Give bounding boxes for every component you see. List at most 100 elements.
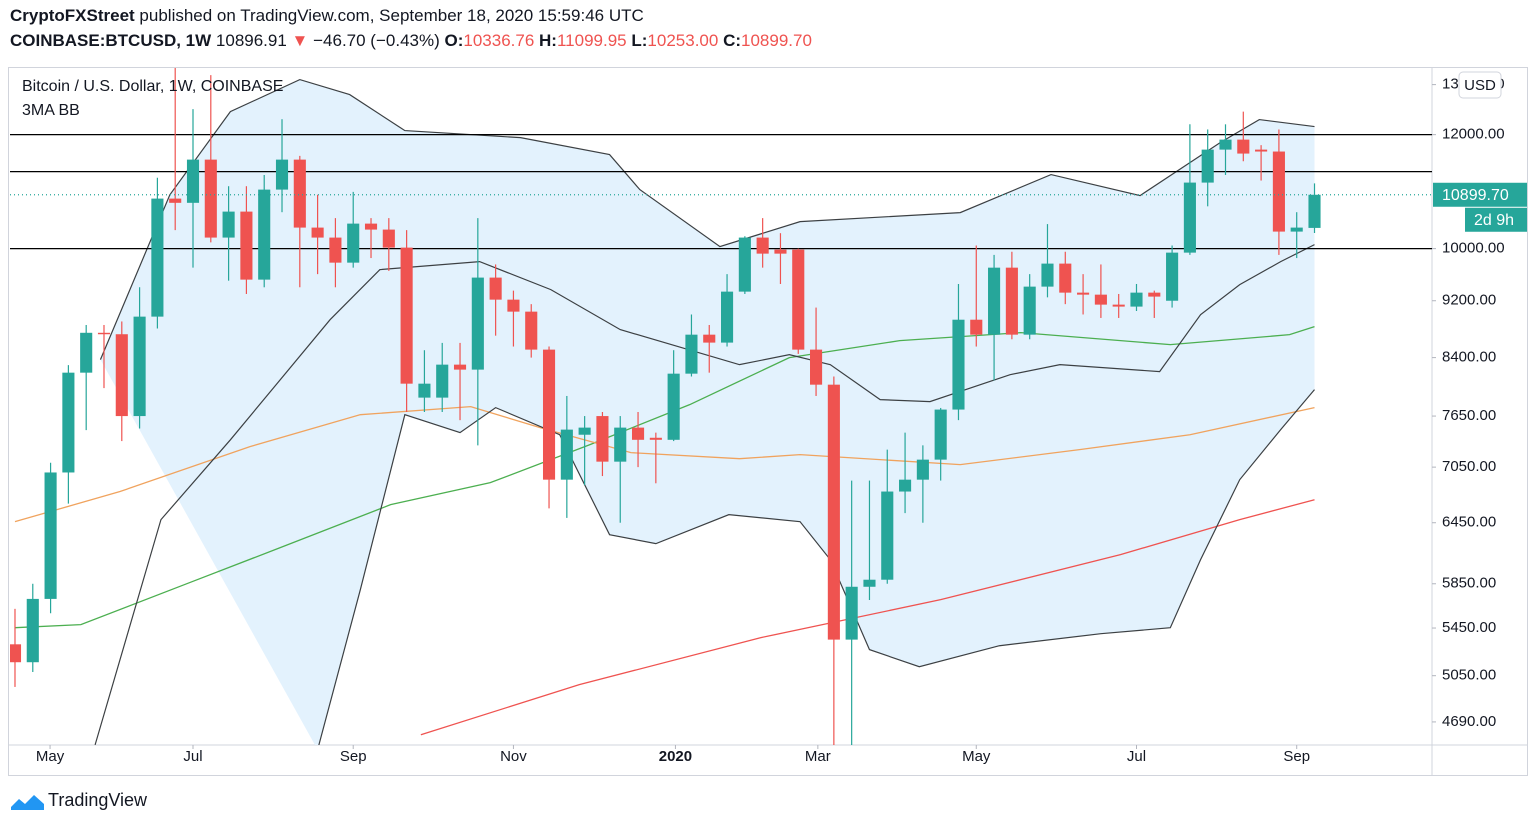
candle-body (1237, 139, 1250, 154)
brand: TradingView (48, 790, 148, 810)
x-tick-label: 2020 (659, 748, 692, 765)
currency[interactable]: USD (1464, 77, 1496, 94)
candle-body (311, 227, 324, 238)
candle-body (1005, 267, 1018, 335)
candle-body (1130, 292, 1143, 307)
candle-body (258, 189, 271, 280)
currency-box[interactable] (1458, 71, 1502, 99)
y-tick-label: 10000.00 (1442, 240, 1505, 257)
publish-line: CryptoFXStreet published on TradingView.… (10, 6, 644, 26)
close-label: C: (723, 31, 742, 50)
candle-body (1148, 292, 1161, 297)
candle-body (347, 223, 360, 263)
y-tick-label: 6450.00 (1442, 514, 1496, 531)
candle-body (80, 332, 93, 373)
candle-body (453, 364, 467, 370)
candle-body (1059, 263, 1072, 293)
y-tick-label: 5450.00 (1442, 619, 1496, 636)
candle-body (899, 479, 912, 492)
x-tick-label: May (36, 748, 65, 765)
candle-body (774, 249, 787, 254)
candle-body (275, 159, 289, 190)
quote-line: COINBASE:BTCUSD, 1W 10896.91 ▼ −46.70 (−… (10, 31, 812, 51)
candle-body (240, 211, 253, 280)
candle-body (1041, 263, 1054, 287)
candle-body (364, 223, 378, 230)
candle-body (1094, 294, 1107, 305)
y-tick-label: 4690.00 (1442, 713, 1496, 730)
candle-body (756, 237, 769, 254)
band-upper (99, 78, 1315, 360)
candle-body (1255, 149, 1268, 152)
x-tick-label: Sep (340, 748, 367, 765)
open: 10336.76 (463, 31, 535, 50)
candle-body (934, 409, 947, 460)
band-fill (100, 79, 1315, 745)
candle-body (1308, 194, 1321, 228)
band-middle (94, 244, 1315, 745)
currency-button[interactable]: USD (1458, 71, 1502, 99)
candle-body (329, 237, 342, 263)
candle-body (62, 372, 75, 473)
symbol: COINBASE:BTCUSD, 1W (10, 31, 212, 50)
candle-body (845, 586, 858, 640)
candle-body (1290, 227, 1303, 232)
y-tick-label: 5050.00 (1442, 667, 1496, 684)
candle-body (952, 319, 965, 410)
countdown-box (1465, 207, 1527, 232)
candle-body (97, 332, 111, 335)
candle-body (400, 247, 413, 384)
candle-body (542, 349, 556, 480)
y-tick-label: 7050.00 (1442, 458, 1496, 475)
candle-body (792, 249, 805, 350)
x-tick-label: Nov (500, 748, 527, 765)
last: 10896.91 (215, 31, 287, 50)
candle-body (738, 237, 751, 292)
candle-body (1166, 252, 1179, 301)
candle-body (881, 491, 894, 580)
candle-body (863, 579, 876, 587)
y-tick-label: 8400.00 (1442, 349, 1496, 366)
candle-body (293, 159, 306, 228)
moving-average (14, 325, 1315, 629)
candle-body (703, 334, 716, 343)
chart-title: Bitcoin / U.S. Dollar, 1W, COINBASE (22, 78, 283, 95)
x-tick-label: Sep (1283, 748, 1310, 765)
candle-body (614, 427, 627, 462)
y-tick-label: 5850.00 (1442, 575, 1496, 592)
close: 10899.70 (741, 31, 812, 50)
y-tick-label: 12000.00 (1442, 126, 1505, 143)
published: published on TradingView.com, September … (139, 6, 644, 25)
countdown: 2d 9h (1474, 212, 1514, 229)
candle-body (1219, 139, 1232, 150)
candle-body (1201, 149, 1214, 183)
candle-body (169, 198, 182, 203)
candle-body (44, 472, 57, 599)
candle-body (1183, 182, 1196, 253)
candle-body (916, 459, 929, 480)
open-label: O: (444, 31, 464, 50)
candle-body (721, 291, 734, 343)
candle-body (489, 277, 502, 300)
candle-body (133, 316, 146, 417)
axes: 4690.00 5050.00 5450.00 5850.00 6450.00 7050.… (36, 76, 1527, 765)
change: −46.70 (−0.43%) (313, 31, 440, 50)
candle-body (471, 277, 484, 370)
candle-body (631, 427, 645, 440)
brand-logo (11, 795, 44, 810)
high: 11099.95 (556, 31, 627, 50)
x-tick-label: Mar (805, 748, 831, 765)
candle-body (222, 211, 235, 238)
candle-body (418, 383, 431, 398)
candle-body (578, 427, 591, 435)
high-label: H: (539, 31, 557, 50)
author: CryptoFXStreet (10, 6, 135, 25)
x-tick-label: May (962, 748, 991, 765)
candle-body (204, 159, 217, 238)
y-tick-label: 7650.00 (1442, 407, 1496, 424)
last-price-box (1433, 182, 1527, 207)
y-tick-label: 9200.00 (1442, 292, 1496, 309)
low: 10253.00 (647, 31, 719, 50)
candle-body (1112, 304, 1125, 307)
candle-body (26, 598, 39, 663)
